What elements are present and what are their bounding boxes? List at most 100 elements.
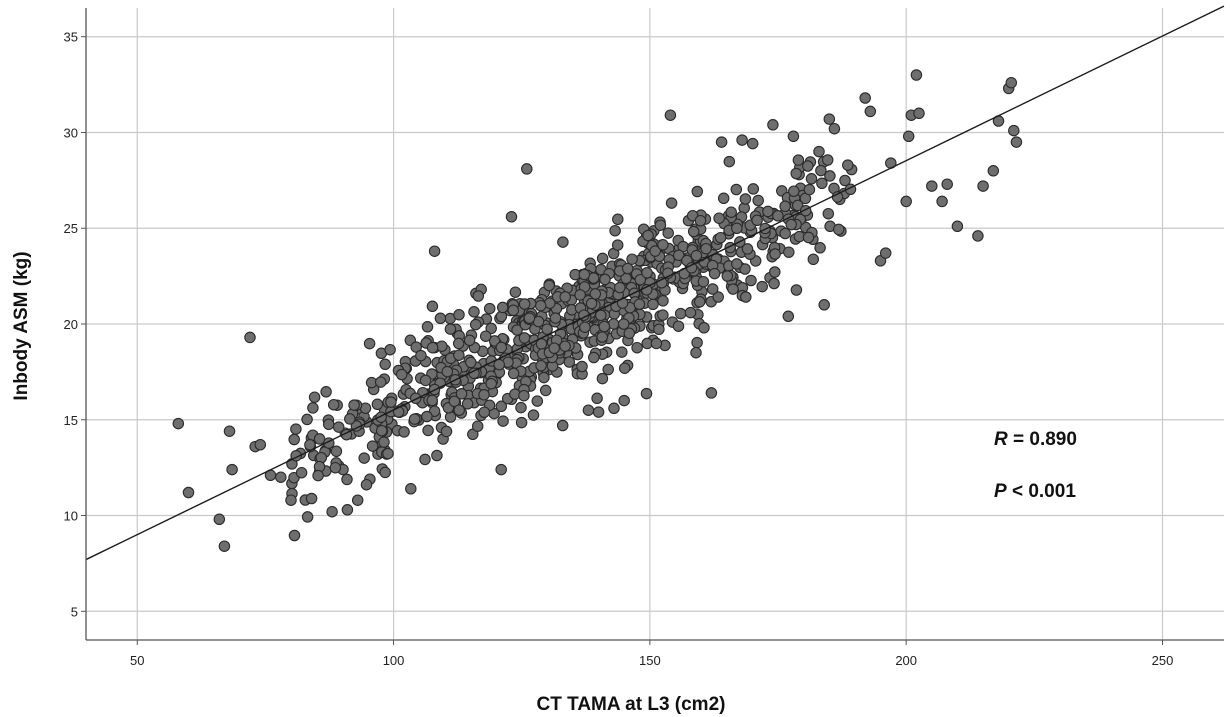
data-point xyxy=(657,309,669,321)
data-point xyxy=(559,340,571,352)
data-point xyxy=(746,137,759,150)
data-point xyxy=(322,418,335,431)
data-point xyxy=(785,218,797,231)
data-point xyxy=(783,246,795,258)
data-point xyxy=(972,230,984,242)
data-point xyxy=(559,291,571,303)
data-point xyxy=(598,320,611,333)
data-point xyxy=(756,280,768,293)
data-point xyxy=(382,447,394,460)
data-point xyxy=(285,494,297,506)
data-point xyxy=(431,449,443,462)
data-point xyxy=(448,395,461,408)
data-point xyxy=(731,258,743,270)
data-point xyxy=(779,227,791,240)
data-point xyxy=(790,167,802,180)
data-point xyxy=(767,119,779,131)
data-point xyxy=(941,178,953,190)
x-tick-label: 150 xyxy=(639,653,661,668)
data-point xyxy=(426,394,438,407)
data-point xyxy=(741,243,754,255)
data-point xyxy=(531,395,544,407)
data-point xyxy=(649,245,661,257)
data-point xyxy=(351,494,364,506)
data-point xyxy=(358,452,370,464)
data-point xyxy=(673,249,685,262)
data-point xyxy=(301,511,314,523)
x-axis-label: CT TAMA at L3 (cm2) xyxy=(537,694,726,715)
data-point xyxy=(802,231,815,244)
data-point xyxy=(831,191,844,203)
data-point xyxy=(557,236,569,248)
data-point xyxy=(468,306,480,318)
r-annotation: R = 0.890 xyxy=(994,429,1077,450)
data-point xyxy=(859,92,871,104)
data-point xyxy=(633,298,646,310)
data-point xyxy=(815,164,827,177)
data-point xyxy=(694,214,707,227)
data-point xyxy=(444,323,457,335)
data-point xyxy=(807,253,820,266)
y-tick-label: 20 xyxy=(64,317,78,332)
data-point xyxy=(496,301,509,314)
data-point xyxy=(453,349,465,361)
y-tick-label: 15 xyxy=(64,413,78,428)
data-point xyxy=(408,413,421,425)
data-point xyxy=(792,154,805,166)
data-point xyxy=(1010,136,1023,148)
p-value: < 0.001 xyxy=(1007,481,1077,502)
data-point xyxy=(312,469,324,482)
data-point xyxy=(348,399,360,411)
data-point xyxy=(816,177,828,190)
data-point xyxy=(421,321,434,333)
data-point xyxy=(313,433,326,445)
data-point xyxy=(596,331,608,343)
data-point xyxy=(288,433,300,446)
data-point xyxy=(712,291,724,303)
data-point xyxy=(509,286,522,298)
data-point xyxy=(739,263,751,275)
data-point xyxy=(527,409,540,421)
data-point xyxy=(751,214,763,227)
data-point xyxy=(779,200,791,213)
data-point xyxy=(244,331,256,344)
data-point xyxy=(642,229,654,242)
axes xyxy=(81,8,1224,645)
tick-labels: 50 100 150 200 250 5 10 15 20 25 30 35 xyxy=(64,30,1174,668)
data-point xyxy=(172,417,185,430)
data-point xyxy=(705,387,718,399)
data-point xyxy=(1005,76,1018,89)
data-point xyxy=(721,270,734,282)
data-point xyxy=(275,471,287,483)
data-point xyxy=(616,346,628,358)
data-point xyxy=(618,362,631,374)
data-point xyxy=(592,406,605,418)
data-point xyxy=(341,473,353,486)
data-point xyxy=(366,440,379,452)
data-point xyxy=(493,358,505,371)
data-point xyxy=(497,415,509,427)
data-point xyxy=(379,466,391,479)
x-tick-label: 200 xyxy=(895,653,917,668)
data-point xyxy=(549,312,562,324)
data-point xyxy=(452,337,465,350)
data-point xyxy=(752,194,764,207)
data-point xyxy=(421,410,433,423)
data-point xyxy=(330,445,343,458)
data-point xyxy=(436,340,448,352)
data-point xyxy=(614,281,626,294)
data-point xyxy=(379,358,391,371)
y-tick-label: 5 xyxy=(71,604,78,619)
data-point xyxy=(518,298,531,310)
data-point xyxy=(618,394,630,407)
data-point xyxy=(223,425,236,437)
data-point xyxy=(521,163,533,175)
data-point xyxy=(654,219,667,231)
y-axis-label: Inbody ASM (kg) xyxy=(11,251,32,400)
data-point xyxy=(650,337,663,350)
data-point xyxy=(327,398,340,411)
data-point xyxy=(465,356,477,369)
data-point xyxy=(426,341,439,354)
data-point xyxy=(828,122,841,135)
data-point xyxy=(803,183,816,196)
